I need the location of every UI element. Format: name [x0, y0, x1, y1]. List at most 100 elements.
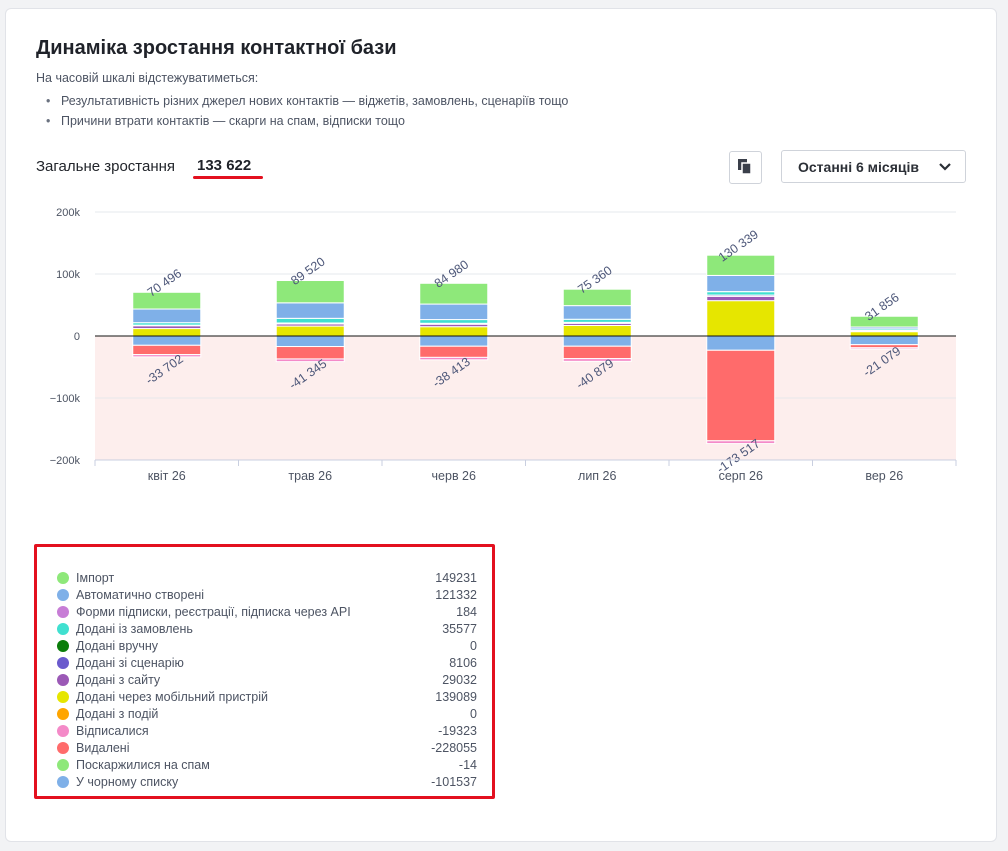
page-title: Динаміка зростання контактної бази [36, 37, 397, 59]
legend-item-value: 8106 [449, 656, 477, 670]
bar-segment [562, 345, 632, 360]
legend-color-dot [57, 657, 69, 669]
x-tick-label: вер 26 [865, 469, 903, 483]
legend-item[interactable]: Додані вручну 0 [57, 638, 477, 655]
legend-item-label: Додані з подій [76, 707, 159, 721]
legend-item[interactable]: У чорному списку -101537 [57, 774, 477, 791]
legend-color-dot [57, 572, 69, 584]
bar-segment [275, 358, 345, 363]
legend-item-label: Відписалися [76, 724, 149, 738]
legend-item-value: -19323 [438, 724, 477, 738]
bar-segment [132, 328, 202, 337]
bar-segment [132, 291, 202, 310]
legend-color-dot [57, 776, 69, 788]
bar-segment [562, 335, 632, 347]
bar-segment [562, 358, 632, 362]
legend: Імпорт 149231 Автоматично створені 121332 Фо… [57, 570, 477, 791]
bar-segment [275, 346, 345, 360]
intro-text: На часовій шкалі відстежуватиметься: [36, 71, 259, 85]
copy-button[interactable] [729, 151, 762, 184]
legend-item[interactable]: Видалені -228055 [57, 740, 477, 757]
legend-color-dot [57, 691, 69, 703]
total-growth-value: 133 622 [197, 157, 252, 174]
bar-segment [849, 347, 919, 350]
bar-segment [419, 319, 489, 324]
total-underline [193, 176, 263, 179]
legend-item[interactable]: Форми підписки, реєстрації, підписка чер… [57, 604, 477, 621]
bar-segment [419, 356, 489, 361]
legend-item-label: Форми підписки, реєстрації, підписка чер… [76, 605, 351, 619]
bar-segment [706, 300, 776, 337]
legend-item[interactable]: Автоматично створені 121332 [57, 587, 477, 604]
bullet-item: Результативність різних джерел нових кон… [46, 91, 568, 111]
legend-item-label: У чорному списку [76, 775, 179, 789]
bar-segment [706, 291, 776, 296]
bar-segment [562, 324, 632, 337]
legend-item-label: Додані вручну [76, 639, 159, 653]
legend-item[interactable]: Відписалися -19323 [57, 723, 477, 740]
y-tick-label: 200k [56, 207, 80, 219]
bar-segment [706, 274, 776, 293]
legend-item[interactable]: Додані із замовлень 35577 [57, 621, 477, 638]
legend-item[interactable]: Імпорт 149231 [57, 570, 477, 587]
bar-segment [706, 254, 776, 276]
bar-segment [706, 335, 776, 351]
bar-segment [849, 315, 919, 328]
bar-segment [132, 335, 202, 346]
legend-item[interactable]: Додані через мобільний пристрій 139089 [57, 689, 477, 706]
legend-color-dot [57, 623, 69, 635]
bar-segment [849, 335, 919, 346]
legend-item[interactable]: Додані з сайту 29032 [57, 672, 477, 689]
y-tick-label: 100k [56, 269, 80, 281]
copy-icon [738, 159, 752, 175]
x-tick-label: квіт 26 [148, 469, 186, 483]
legend-item[interactable]: Поскаржилися на спам -14 [57, 757, 477, 774]
legend-item-label: Імпорт [76, 571, 115, 585]
y-tick-label: −200k [50, 455, 81, 467]
total-growth-label: Загальне зростання [36, 158, 176, 175]
legend-item-value: 149231 [435, 571, 477, 585]
period-select-label: Останні 6 місяців [798, 159, 919, 175]
legend-item[interactable]: Додані зі сценарію 8106 [57, 655, 477, 672]
legend-item-value: 184 [456, 605, 477, 619]
bar-segment [706, 349, 776, 442]
x-tick-label: серп 26 [719, 469, 763, 483]
legend-color-dot [57, 708, 69, 720]
bar-segment [419, 282, 489, 305]
bar-segment [275, 280, 345, 304]
legend-item[interactable]: Додані з подій 0 [57, 706, 477, 723]
y-tick-label: 0 [74, 331, 80, 343]
legend-color-dot [57, 674, 69, 686]
legend-color-dot [57, 640, 69, 652]
bar-segment [706, 440, 776, 445]
bar-segment [849, 331, 919, 337]
legend-item-value: 29032 [442, 673, 477, 687]
period-select[interactable]: Останні 6 місяців [781, 150, 966, 183]
legend-item-value: 139089 [435, 690, 477, 704]
legend-color-dot [57, 606, 69, 618]
bar-segment [132, 308, 202, 324]
bar-segment [132, 354, 202, 358]
bar-segment [275, 302, 345, 319]
legend-item-value: 0 [470, 639, 477, 653]
bar-segment [562, 305, 632, 320]
bar-segment [275, 335, 345, 348]
legend-box: Імпорт 149231 Автоматично створені 121332 Фо… [34, 544, 495, 799]
y-tick-label: −100k [50, 393, 81, 405]
bullet-item: Причини втрати контактів — скарги на спа… [46, 111, 568, 131]
legend-item-label: Видалені [76, 741, 130, 755]
legend-item-label: Додані через мобільний пристрій [76, 690, 268, 704]
bar-segment [275, 325, 345, 337]
bar-segment [419, 326, 489, 337]
legend-item-value: -228055 [431, 741, 477, 755]
x-tick-label: трав 26 [288, 469, 332, 483]
legend-color-dot [57, 589, 69, 601]
legend-item-value: -101537 [431, 775, 477, 789]
legend-color-dot [57, 759, 69, 771]
bar-segment [562, 288, 632, 307]
legend-color-dot [57, 742, 69, 754]
bar-segment [419, 303, 489, 321]
x-tick-label: лип 26 [578, 469, 616, 483]
bar-segment [132, 344, 202, 356]
